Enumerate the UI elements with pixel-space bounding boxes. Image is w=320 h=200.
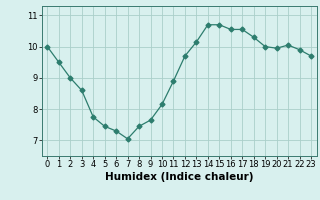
X-axis label: Humidex (Indice chaleur): Humidex (Indice chaleur) xyxy=(105,172,253,182)
